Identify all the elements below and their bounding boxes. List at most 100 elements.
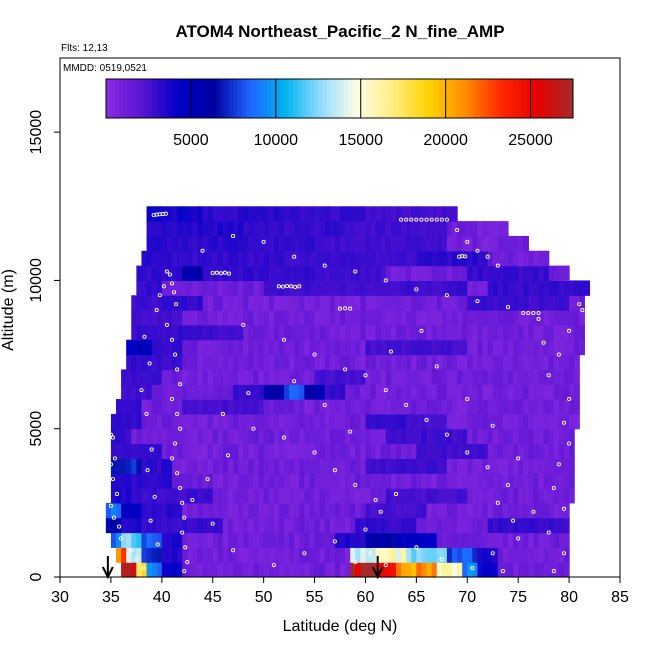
heatmap-cell <box>548 488 555 504</box>
heatmap-cell <box>472 532 479 548</box>
flight-arrow <box>101 556 114 580</box>
heatmap-cell <box>472 235 479 252</box>
heatmap-cell <box>238 399 244 415</box>
heatmap-cell <box>304 399 311 415</box>
heatmap-cell <box>192 354 199 370</box>
heatmap-cell <box>345 413 351 430</box>
observation-point <box>218 271 223 276</box>
heatmap-cell <box>319 280 326 296</box>
x-tick-label: 45 <box>204 589 222 606</box>
heatmap-cell <box>380 250 387 267</box>
heatmap-cell <box>446 532 453 548</box>
heatmap-cell <box>569 354 575 370</box>
heatmap-cell <box>436 473 443 489</box>
heatmap-cell <box>396 310 402 326</box>
observation-point <box>373 497 378 502</box>
heatmap-cell <box>411 339 417 356</box>
heatmap-cell <box>380 428 387 445</box>
heatmap-cell <box>431 235 438 252</box>
heatmap-cell <box>263 517 270 534</box>
heatmap-cell <box>324 562 331 578</box>
heatmap-cell <box>502 235 509 252</box>
heatmap-cell <box>543 324 550 341</box>
observation-point <box>388 349 393 354</box>
heatmap-cell <box>431 458 438 474</box>
observation-point <box>141 566 146 571</box>
heatmap-cell <box>523 488 529 504</box>
heatmap-cell <box>548 458 555 474</box>
heatmap-cell <box>121 547 127 563</box>
heatmap-cell <box>248 384 255 400</box>
heatmap-cell <box>457 384 463 400</box>
heatmap-cell <box>182 265 188 282</box>
heatmap-cell <box>177 235 183 252</box>
heatmap-cell <box>502 310 509 326</box>
heatmap-cell <box>172 354 178 370</box>
heatmap-cell <box>172 443 178 459</box>
heatmap-cell <box>319 339 326 356</box>
heatmap-cell <box>243 428 249 445</box>
heatmap-cell <box>222 339 229 356</box>
heatmap-cell <box>268 324 275 341</box>
heatmap-cell <box>467 384 473 400</box>
heatmap-cell <box>329 339 336 356</box>
heatmap-cell <box>492 488 499 504</box>
heatmap-cell <box>202 517 209 534</box>
heatmap-cell <box>457 562 463 578</box>
heatmap-cell <box>375 280 382 296</box>
heatmap-cell <box>497 384 504 400</box>
observation-point <box>531 310 536 316</box>
observation-point <box>117 524 122 529</box>
heatmap-cell <box>278 488 285 504</box>
heatmap-cell <box>329 265 336 282</box>
heatmap-cell <box>421 458 428 474</box>
x-axis: 30 35 40 45 50 55 60 65 70 75 80 85 <box>51 577 629 606</box>
heatmap-cell <box>156 458 163 474</box>
heatmap-cell <box>487 562 494 578</box>
heatmap-cell <box>202 354 209 370</box>
heatmap-cell <box>136 413 143 430</box>
heatmap-cell <box>553 310 560 326</box>
heatmap-cell <box>487 532 494 548</box>
heatmap-cell <box>314 354 321 370</box>
heatmap-cell <box>558 458 565 474</box>
heatmap-cell <box>253 488 260 504</box>
heatmap-cell <box>340 384 346 400</box>
heatmap-cell <box>172 369 178 385</box>
heatmap-cell <box>467 221 473 237</box>
heatmap-cell <box>238 532 244 548</box>
heatmap-cell <box>182 324 188 341</box>
heatmap-cell <box>533 458 540 474</box>
heatmap-cell <box>421 354 428 370</box>
heatmap-cell <box>263 532 270 548</box>
heatmap-cell <box>340 280 346 296</box>
heatmap-cell <box>385 265 392 282</box>
heatmap-cell <box>294 428 300 445</box>
heatmap-cell <box>553 413 560 430</box>
heatmap-cell <box>294 295 300 311</box>
heatmap-cell <box>207 488 214 504</box>
colorbar-tick-label: 10000 <box>254 132 299 149</box>
heatmap-cell <box>492 339 499 356</box>
heatmap-cell <box>421 265 428 282</box>
heatmap-cell <box>508 324 514 341</box>
heatmap-cell <box>502 280 509 296</box>
heatmap-cell <box>370 369 377 385</box>
heatmap-cell <box>508 280 514 296</box>
heatmap-cell <box>360 399 367 415</box>
heatmap-cell <box>385 488 392 504</box>
heatmap-cell <box>278 339 285 356</box>
heatmap-cell <box>452 250 458 267</box>
heatmap-cell <box>548 265 555 282</box>
heatmap-cell <box>385 324 392 341</box>
heatmap-cell <box>340 532 346 548</box>
heatmap-cell <box>523 443 529 459</box>
heatmap-cell <box>238 206 244 222</box>
heatmap-cell <box>146 221 153 237</box>
heatmap-cell <box>518 488 524 504</box>
colorbar-swatch <box>178 79 183 118</box>
heatmap-cell <box>238 324 244 341</box>
heatmap-cell <box>508 354 514 370</box>
heatmap-cell <box>324 443 331 459</box>
heatmap-cell <box>182 428 188 445</box>
